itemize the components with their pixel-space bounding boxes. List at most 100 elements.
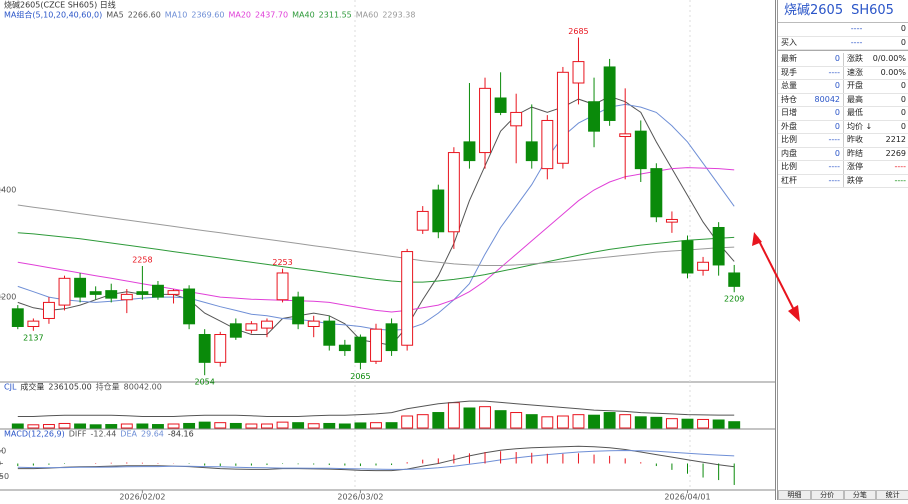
quote-value: 0 (900, 94, 906, 104)
candle-body (152, 284, 164, 298)
quote-value: 0/0.00% (872, 54, 906, 63)
volume-bar (167, 423, 180, 429)
quote-cell: 杠杆 ---- (778, 174, 844, 187)
legend-text: 2369.60 (191, 11, 224, 20)
quote-label: 持仓 (781, 94, 797, 104)
tab[interactable]: 分笔 (843, 490, 877, 500)
volume-bar (712, 419, 725, 429)
quote-label: 涨停 (847, 162, 863, 171)
volume-bar (588, 414, 600, 429)
quote-row: 杠杆 ---- 跌停 ---- (778, 174, 908, 188)
quote-cell: 均价 ↓ 0 (844, 121, 908, 134)
legend-text: MA40 (292, 11, 315, 20)
x-tick-label: 2026/03/02 (337, 493, 383, 501)
quote-cell: 比例 ---- (778, 134, 844, 147)
legend-text: 成交量 (20, 382, 44, 392)
volume-bar (634, 416, 647, 429)
order-label: 买入 (781, 37, 797, 47)
quote-value: 0 (900, 108, 906, 117)
ma-line (17, 232, 735, 283)
quote-label: 总量 (781, 81, 797, 90)
quote-row: 最新 0 涨跌 0/0.00% (778, 53, 908, 67)
quote-label: 最低 (847, 108, 863, 117)
tab[interactable]: 明细 (778, 490, 811, 500)
x-tick-label: 2026/02/02 (119, 493, 165, 501)
quote-value: 2269 (885, 148, 906, 158)
candle-body (588, 101, 600, 132)
quote-label: 内盘 (781, 148, 797, 158)
candle-body (541, 119, 554, 170)
order-price: ---- (850, 37, 863, 47)
volume-bar (136, 423, 149, 429)
candle-body (261, 320, 273, 329)
volume-bar (11, 423, 24, 429)
quote-cell: 涨跌 0/0.00% (844, 53, 908, 66)
legend-text: MA组合(5,10,20,40,60,0) (4, 10, 102, 20)
quote-value: ---- (828, 135, 840, 144)
volume-bar (479, 406, 491, 429)
candle-body (619, 133, 632, 138)
candle-body (338, 344, 351, 352)
candle-body (447, 152, 460, 233)
extreme-label: 2258 (132, 256, 152, 265)
candle-body (58, 277, 71, 306)
quote-row: 外盘 0 均价 ↓ 0 (778, 120, 908, 134)
volume-bar (74, 423, 87, 429)
quote-row: 总量 0 开盘 0 (778, 80, 908, 94)
volume-bar (416, 414, 429, 429)
candle-body (214, 334, 227, 363)
tab[interactable]: 分价 (810, 490, 844, 500)
volume-bar (120, 423, 133, 429)
order-label (778, 23, 822, 36)
quote-label: 涨跌 (847, 54, 863, 63)
volume-bar (603, 412, 616, 429)
volume-bar (245, 423, 258, 429)
quote-cell: 涨停 ---- (844, 161, 908, 174)
quote-cell: 开盘 0 (844, 80, 908, 93)
chart-title: 烧碱2605(CZCE SH605) 日线 (4, 0, 116, 10)
quote-cell: 比例 ---- (778, 161, 844, 174)
extreme-label: 2065 (350, 372, 370, 381)
quote-row: 现手 ---- 速涨 0.00% (778, 66, 908, 80)
volume-bar (447, 402, 460, 429)
candle-body (712, 226, 725, 266)
symbol-code: SH605 (851, 3, 894, 18)
legend-text: -12.44 (91, 430, 117, 439)
quote-row: 持仓 80042 最高 0 (778, 93, 908, 107)
candle-body (136, 291, 149, 295)
volume-bar (354, 422, 367, 429)
quote-cell: 跌停 ---- (844, 175, 908, 188)
quote-value: ---- (894, 175, 906, 185)
candle-body (401, 251, 414, 346)
volume-bar (152, 424, 164, 429)
quote-cell: 总量 0 (778, 80, 844, 93)
volume-bar (494, 410, 507, 429)
quote-value: ---- (894, 162, 906, 171)
order-price: ---- (850, 24, 863, 33)
quote-cell: 现手 ---- (778, 66, 844, 79)
quote-label: 现手 (781, 67, 797, 77)
extreme-label: 2209 (724, 295, 744, 304)
quote-cell: 持仓 80042 (778, 93, 844, 106)
legend-text: 持仓量 (96, 382, 120, 392)
extreme-label: 2685 (568, 27, 588, 36)
candle-body (27, 320, 40, 327)
volume-bar (541, 416, 554, 429)
volume-bar (105, 424, 118, 429)
quote-value: 0 (834, 148, 840, 158)
volume-bar (276, 421, 289, 429)
x-tick-label: 2026/04/01 (664, 493, 710, 501)
candle-body (494, 97, 507, 113)
volume-bar (572, 414, 585, 429)
quote-value: 80042 (814, 94, 840, 104)
order-qty: 0 (900, 24, 907, 33)
tab[interactable]: 统计 (876, 490, 908, 500)
candle-body (292, 296, 305, 325)
candle-body (681, 240, 694, 274)
y-tick-label: 2200 (0, 293, 16, 302)
volume-bar (307, 423, 320, 429)
quote-label: 最高 (847, 94, 863, 104)
legend-text: MACD(12,26,9) (4, 430, 65, 439)
candle-body (354, 336, 367, 363)
volume-bar (338, 423, 351, 429)
